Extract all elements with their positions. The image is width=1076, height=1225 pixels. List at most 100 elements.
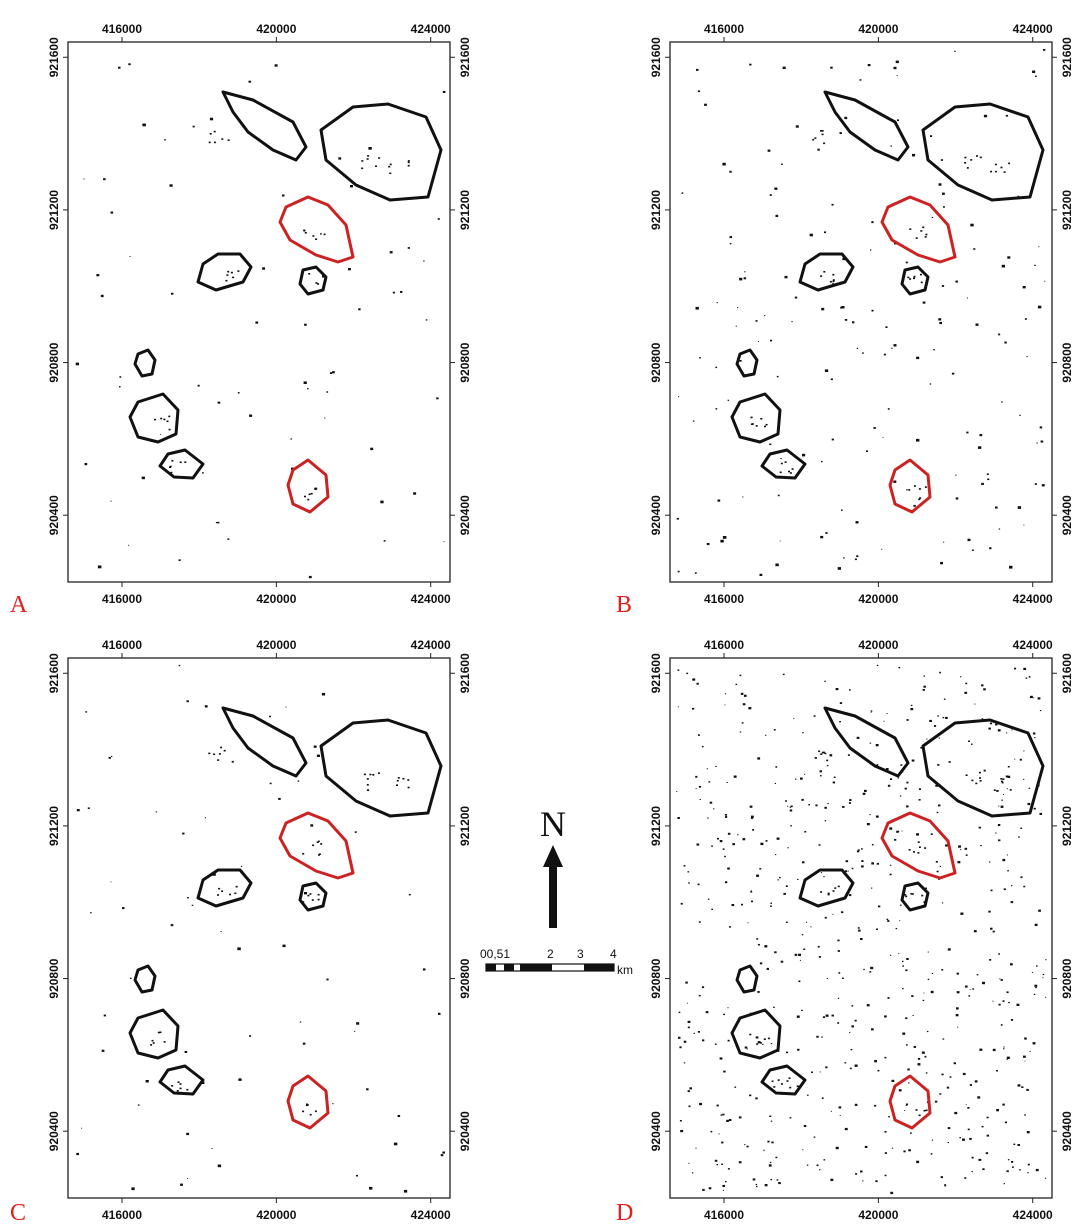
classified-pixels xyxy=(676,49,1046,576)
x-tick-label-top: 420000 xyxy=(256,638,296,652)
area-outline-red xyxy=(278,811,355,880)
y-tick-label-right: 921600 xyxy=(1060,37,1074,77)
y-tick-label-left: 920800 xyxy=(47,958,61,998)
area-outline-black xyxy=(196,868,253,908)
scale-label-0: 00,51 xyxy=(480,947,510,961)
x-tick-label-top: 416000 xyxy=(704,22,744,36)
area-outline-black xyxy=(921,718,1045,818)
y-tick-label-right: 920800 xyxy=(458,958,472,998)
area-outline-black xyxy=(158,1064,205,1096)
scale-label-2: 2 xyxy=(547,947,554,961)
y-tick-label-right: 920400 xyxy=(458,1111,472,1151)
scale-seg-2 xyxy=(504,964,514,971)
scale-label-4: 4 xyxy=(610,947,617,961)
panel-label: C xyxy=(10,1200,26,1225)
y-tick-label-right: 920400 xyxy=(1060,495,1074,535)
y-tick-label-left: 921600 xyxy=(649,653,663,693)
map-frame xyxy=(67,657,451,1199)
x-tick-label-bottom: 420000 xyxy=(256,592,296,606)
y-tick-label-left: 921200 xyxy=(47,190,61,230)
area-outline-black xyxy=(900,881,930,912)
panel-label: B xyxy=(616,592,632,618)
panel-label: A xyxy=(10,592,28,618)
map-panel-b: 416000 416000 420000 420000 424000 424000 9216… xyxy=(616,22,1074,618)
x-tick-label-bottom: 424000 xyxy=(411,1208,451,1222)
y-tick-label-left: 920800 xyxy=(47,342,61,382)
area-outline-red xyxy=(880,195,957,264)
area-outline-black xyxy=(196,252,253,292)
scale-seg-4 xyxy=(584,964,614,971)
area-outline-black xyxy=(798,252,855,292)
y-tick-label-left: 920800 xyxy=(649,342,663,382)
area-outline-black xyxy=(128,392,180,444)
scale-unit: km xyxy=(617,963,633,977)
y-tick-label-right: 920800 xyxy=(1060,342,1074,382)
north-arrow-shaft xyxy=(549,866,557,928)
area-outline-black xyxy=(221,706,308,778)
x-tick-label-bottom: 420000 xyxy=(858,592,898,606)
y-tick-label-left: 920400 xyxy=(649,1111,663,1151)
area-outline-black xyxy=(319,718,443,818)
area-outline-black xyxy=(730,1008,782,1060)
area-outline-red xyxy=(888,458,932,514)
y-tick-label-left: 921200 xyxy=(649,806,663,846)
x-tick-label-top: 424000 xyxy=(411,22,451,36)
x-tick-label-top: 420000 xyxy=(858,22,898,36)
x-tick-label-top: 424000 xyxy=(411,638,451,652)
y-tick-label-right: 921600 xyxy=(458,653,472,693)
x-tick-label-bottom: 416000 xyxy=(102,1208,142,1222)
y-tick-label-left: 920400 xyxy=(649,495,663,535)
scale-bar: 00,51 2 3 4 km xyxy=(480,947,633,977)
classified-pixels xyxy=(676,664,1047,1195)
y-tick-label-left: 920400 xyxy=(47,495,61,535)
y-tick-label-right: 920400 xyxy=(458,495,472,535)
area-outline-black xyxy=(798,868,855,908)
area-outline-black xyxy=(128,1008,180,1060)
x-tick-label-top: 420000 xyxy=(256,22,296,36)
area-outline-red xyxy=(880,811,957,880)
y-tick-label-left: 921200 xyxy=(649,190,663,230)
area-outline-black xyxy=(133,348,157,378)
area-outline-black xyxy=(298,881,328,912)
y-tick-label-left: 920400 xyxy=(47,1111,61,1151)
scale-seg-1 xyxy=(486,964,496,971)
y-tick-label-right: 920800 xyxy=(458,342,472,382)
area-outline-black xyxy=(735,964,759,994)
area-outline-black xyxy=(730,392,782,444)
x-tick-label-bottom: 424000 xyxy=(411,592,451,606)
north-label: N xyxy=(540,804,566,844)
x-tick-label-bottom: 416000 xyxy=(704,592,744,606)
area-outline-red xyxy=(888,1074,932,1130)
scale-label-3: 3 xyxy=(577,947,584,961)
x-tick-label-bottom: 416000 xyxy=(102,592,142,606)
y-tick-label-right: 921600 xyxy=(1060,653,1074,693)
y-tick-label-left: 921200 xyxy=(47,806,61,846)
area-outline-black xyxy=(823,90,910,162)
map-frame xyxy=(67,41,451,583)
area-outline-red xyxy=(278,195,355,264)
area-outline-black xyxy=(221,90,308,162)
x-tick-label-top: 416000 xyxy=(704,638,744,652)
area-outline-red xyxy=(286,458,330,514)
area-outline-black xyxy=(735,348,759,378)
x-tick-label-bottom: 424000 xyxy=(1013,1208,1053,1222)
y-tick-label-right: 921200 xyxy=(458,806,472,846)
y-tick-label-right: 921200 xyxy=(1060,190,1074,230)
x-tick-label-top: 416000 xyxy=(102,22,142,36)
area-outline-black xyxy=(900,265,930,296)
north-arrow: N xyxy=(540,804,566,928)
area-outline-black xyxy=(760,448,807,480)
y-tick-label-left: 921600 xyxy=(649,37,663,77)
x-tick-label-bottom: 416000 xyxy=(704,1208,744,1222)
y-tick-label-right: 921200 xyxy=(1060,806,1074,846)
y-tick-label-right: 921600 xyxy=(458,37,472,77)
map-panel-a: 416000 416000 420000 420000 424000 424000 9216… xyxy=(10,22,472,618)
map-frame xyxy=(669,657,1053,1199)
x-tick-label-bottom: 420000 xyxy=(858,1208,898,1222)
area-outline-black xyxy=(298,265,328,296)
area-outline-black xyxy=(319,102,443,202)
area-outline-red xyxy=(286,1074,330,1130)
classified-pixels xyxy=(75,63,446,579)
y-tick-label-right: 921200 xyxy=(458,190,472,230)
area-outline-black xyxy=(760,1064,807,1096)
